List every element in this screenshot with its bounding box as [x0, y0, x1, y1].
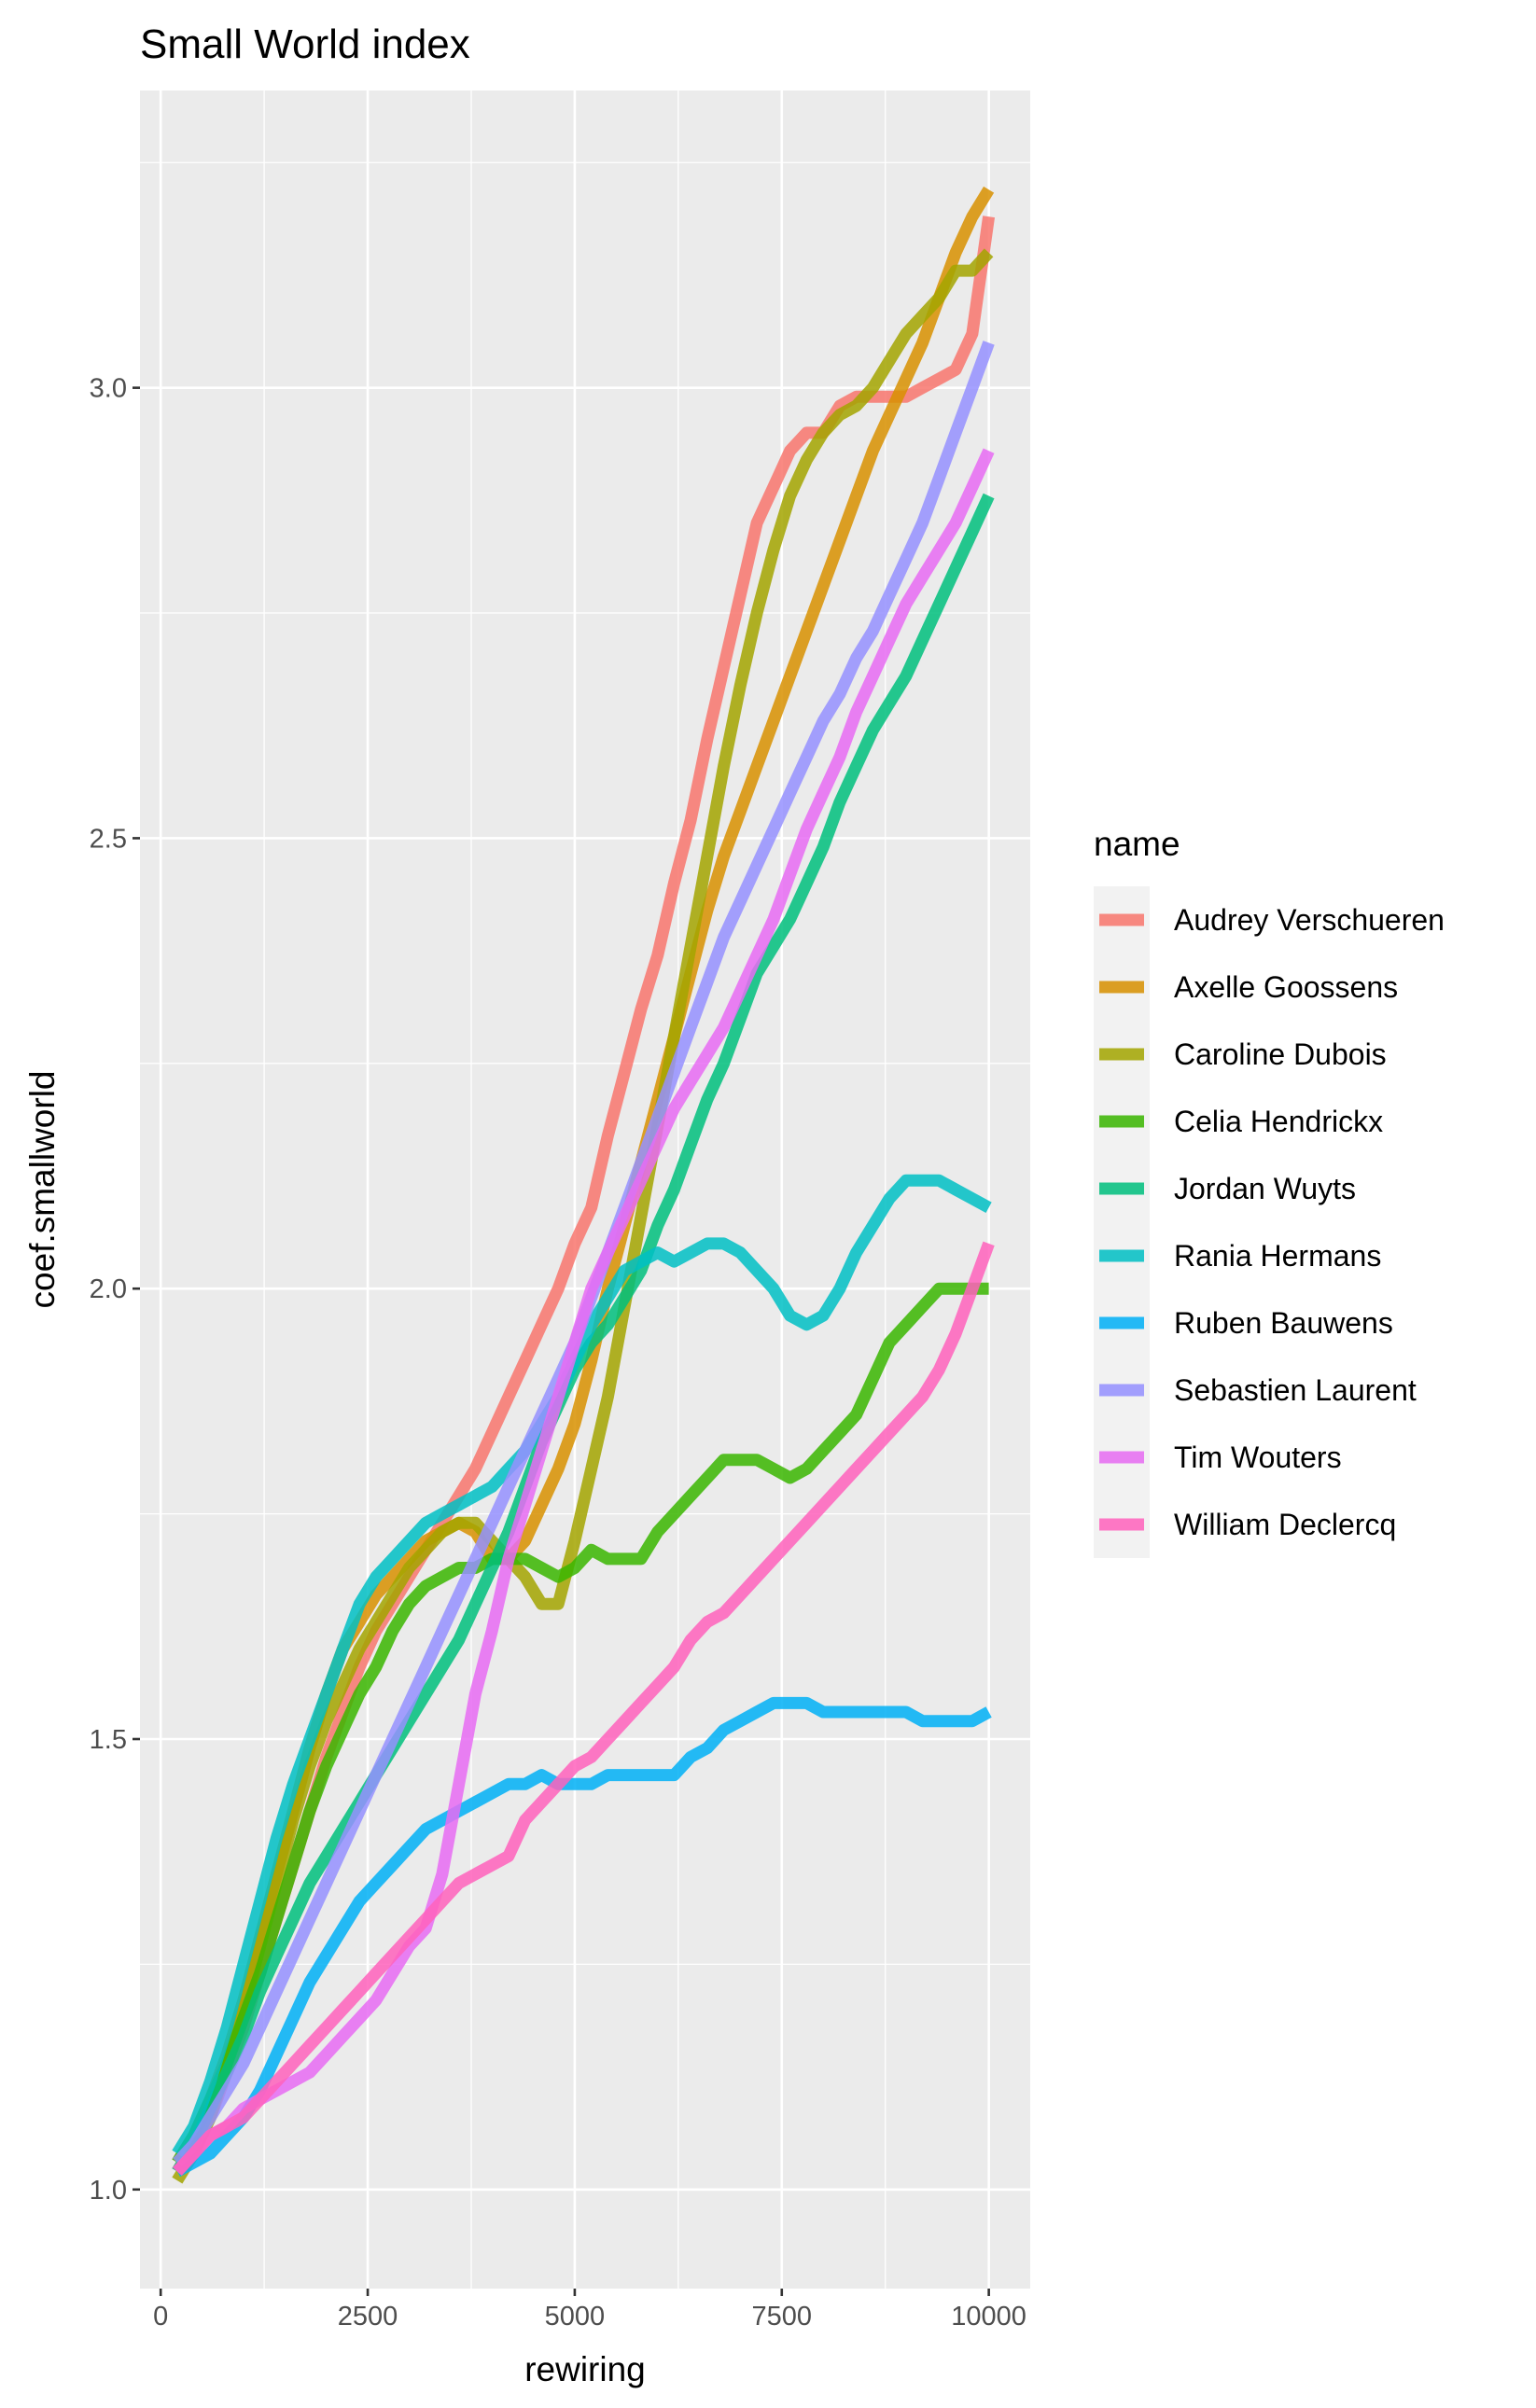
- legend-label: Rania Hermans: [1174, 1239, 1381, 1273]
- legend-item: Rania Hermans: [1094, 1222, 1381, 1289]
- series-line-9: [173, 1241, 995, 2176]
- legend-item: Tim Wouters: [1094, 1424, 1342, 1491]
- legend-label: Sebastien Laurent: [1174, 1373, 1417, 1407]
- gridlines: [140, 90, 1030, 2289]
- legend-item: Sebastien Laurent: [1094, 1357, 1417, 1424]
- x-tick-label: 7500: [752, 2302, 813, 2331]
- axes: 0 2500 5000 7500 10000 1.0 1.5 2.0 2.5 3.0: [90, 374, 1026, 2331]
- y-tick-label: 2.5: [90, 824, 127, 854]
- legend-label: Tim Wouters: [1174, 1441, 1342, 1474]
- legend-item: Jordan Wuyts: [1094, 1155, 1356, 1222]
- x-tick-label: 10000: [951, 2302, 1026, 2331]
- series-line-8: [173, 448, 995, 2176]
- x-tick-label: 0: [153, 2302, 168, 2331]
- y-tick-label: 1.0: [90, 2176, 127, 2206]
- x-tick-label: 5000: [545, 2302, 606, 2331]
- legend-item: Ruben Bauwens: [1094, 1289, 1393, 1357]
- series-line-3: [172, 1282, 989, 2166]
- series-line-5: [172, 1174, 992, 2157]
- legend-item: William Declercq: [1094, 1491, 1396, 1558]
- y-tick-label: 1.5: [90, 1725, 127, 1755]
- legend-label: Ruben Bauwens: [1174, 1306, 1393, 1340]
- legend-item: Celia Hendrickx: [1094, 1088, 1383, 1155]
- legend-item: Axelle Goossens: [1094, 953, 1398, 1021]
- legend-label: William Declercq: [1174, 1508, 1396, 1541]
- legend-item: Audrey Verschueren: [1094, 886, 1445, 953]
- y-tick-label: 3.0: [90, 374, 127, 404]
- legend-label: Axelle Goossens: [1174, 970, 1398, 1004]
- y-tick-label: 2.0: [90, 1274, 127, 1304]
- legend-label: Celia Hendrickx: [1174, 1105, 1383, 1138]
- x-axis-title: rewiring: [524, 2350, 646, 2388]
- series-line-6: [174, 1696, 992, 2178]
- legend: name Audrey Verschueren Axelle Goossens Ca…: [1094, 825, 1445, 1558]
- chart-title: Small World index: [140, 21, 470, 67]
- series-lines: [172, 186, 996, 2184]
- legend-title: name: [1094, 825, 1180, 863]
- legend-label: Caroline Dubois: [1174, 1037, 1387, 1071]
- legend-label: Jordan Wuyts: [1174, 1172, 1356, 1205]
- legend-label: Audrey Verschueren: [1174, 903, 1445, 937]
- series-line-2: [172, 248, 994, 2184]
- x-tick-label: 2500: [338, 2302, 398, 2331]
- y-axis-title: coef.smallworld: [23, 1071, 62, 1309]
- legend-item: Caroline Dubois: [1094, 1021, 1387, 1088]
